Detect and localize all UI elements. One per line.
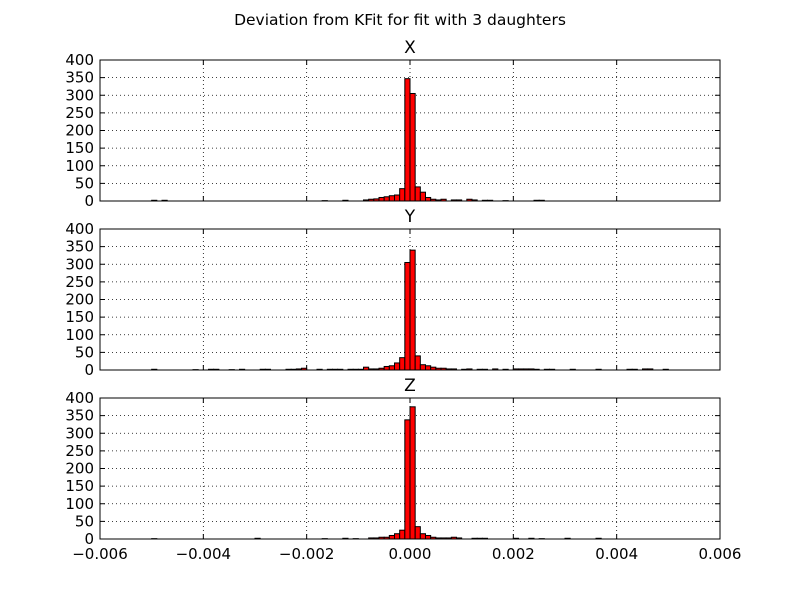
y-tick-label: 100 — [65, 157, 94, 175]
x-tick-label: 0.000 — [389, 545, 432, 563]
histogram-bar — [414, 526, 421, 540]
histogram-bar — [394, 194, 401, 202]
figure-title: Deviation from KFit for fit with 3 daugh… — [234, 11, 566, 29]
y-tick-label: 300 — [65, 424, 94, 442]
histogram-bar — [425, 534, 432, 540]
histogram-bar — [404, 78, 411, 202]
histogram-bar — [399, 188, 406, 202]
panel-title-z: Z — [404, 376, 416, 396]
histogram-bar — [409, 406, 416, 540]
y-tick-label: 150 — [65, 477, 94, 495]
histogram-bar — [394, 533, 401, 540]
y-tick-label: 150 — [65, 308, 94, 326]
y-tick-label: 200 — [65, 460, 94, 478]
histogram-bar — [404, 419, 411, 540]
y-tick-label: 150 — [65, 139, 94, 157]
y-tick-label: 200 — [65, 122, 94, 140]
y-tick-label: 100 — [65, 495, 94, 513]
y-tick-label: 400 — [65, 51, 94, 69]
histogram-bar — [419, 364, 427, 371]
panel-title-x: X — [404, 38, 416, 58]
histogram-bar — [388, 365, 396, 371]
x-tick-label: 0.002 — [492, 545, 535, 563]
x-tick-label: −0.002 — [279, 545, 335, 563]
histogram-bar — [388, 534, 396, 540]
histogram-bar — [388, 195, 396, 202]
y-tick-label: 50 — [75, 343, 94, 361]
histogram-bar — [383, 365, 390, 371]
histogram-bar — [409, 249, 416, 371]
histogram-bar — [419, 533, 427, 540]
histogram-bar — [425, 196, 432, 202]
histogram-bar — [383, 196, 390, 202]
y-tick-label: 300 — [65, 86, 94, 104]
panel-title-y: Y — [404, 207, 416, 227]
y-tick-label: 0 — [84, 361, 94, 379]
histogram-bar — [409, 92, 416, 202]
histogram-bar — [378, 196, 385, 202]
y-tick-label: 250 — [65, 104, 94, 122]
histogram-bar — [419, 191, 427, 202]
y-tick-label: 50 — [75, 174, 94, 192]
y-tick-label: 350 — [65, 238, 94, 256]
histogram-bar — [414, 186, 421, 202]
y-tick-label: 350 — [65, 407, 94, 425]
histogram-bar — [414, 355, 421, 371]
histogram-bar — [404, 261, 411, 371]
y-tick-label: 300 — [65, 255, 94, 273]
y-tick-label: 200 — [65, 291, 94, 309]
y-tick-label: 250 — [65, 273, 94, 291]
y-tick-label: 0 — [84, 530, 94, 548]
y-tick-label: 50 — [75, 512, 94, 530]
x-tick-label: 0.006 — [699, 545, 742, 563]
x-tick-label: −0.006 — [72, 545, 128, 563]
x-tick-label: −0.004 — [176, 545, 232, 563]
histogram-bar — [394, 362, 401, 371]
y-tick-label: 350 — [65, 69, 94, 87]
histogram-bar — [425, 365, 432, 371]
y-tick-label: 0 — [84, 192, 94, 210]
histogram-bar — [399, 529, 406, 540]
y-tick-label: 400 — [65, 220, 94, 238]
y-tick-label: 250 — [65, 442, 94, 460]
x-tick-label: 0.004 — [595, 545, 638, 563]
histogram-bar — [399, 357, 406, 371]
y-tick-label: 100 — [65, 326, 94, 344]
y-tick-label: 400 — [65, 389, 94, 407]
